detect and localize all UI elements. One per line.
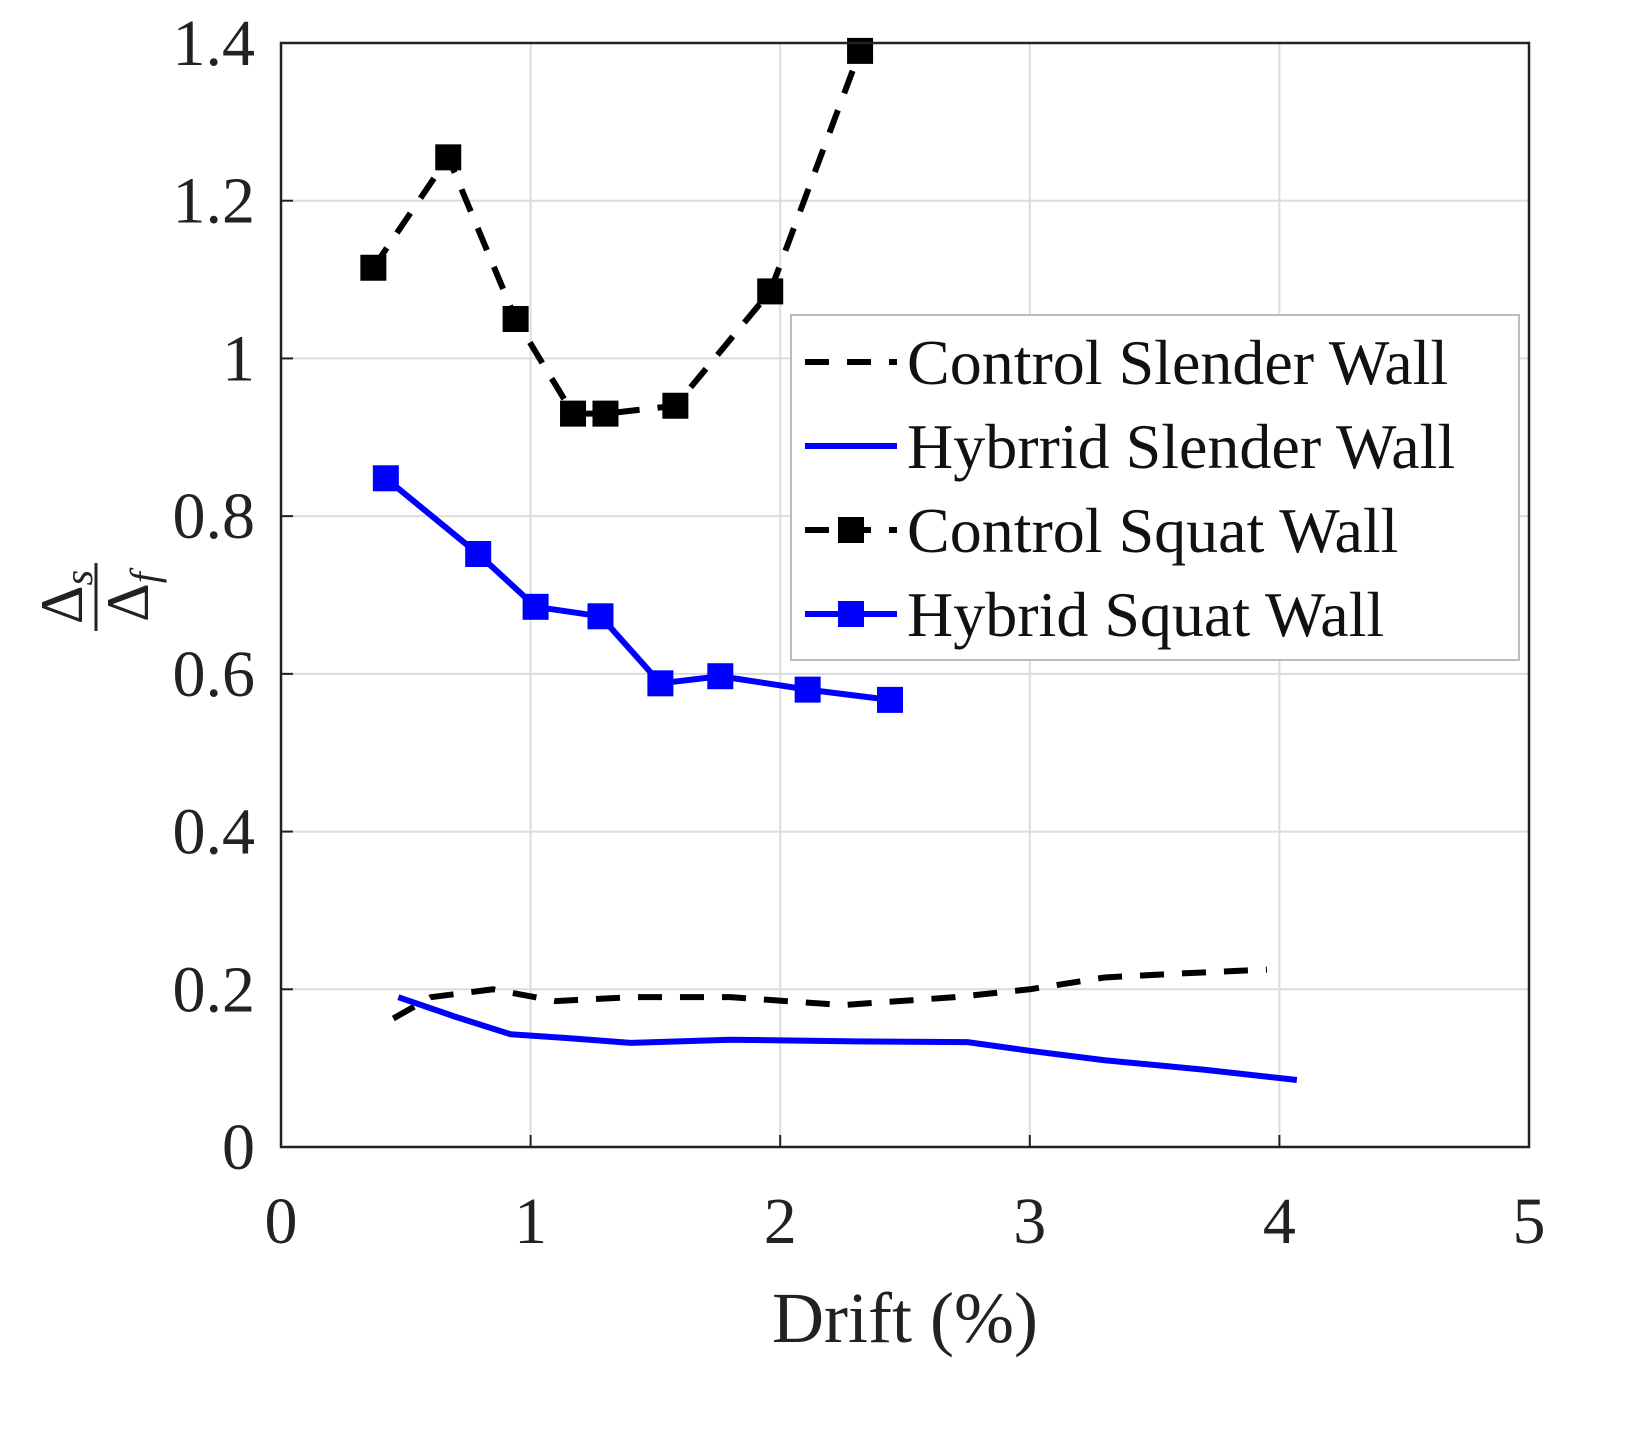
data-point-control-squat-wall [360,254,387,281]
y-tick-label: 1.2 [173,165,256,238]
data-point-hybrid-squat-wall [877,686,904,713]
data-point-hybrid-squat-wall [794,676,821,703]
data-point-hybrid-squat-wall [707,663,734,690]
x-tick-labels: 0 1 2 3 4 5 [265,1185,1546,1258]
data-point-hybrid-squat-wall [647,670,674,697]
data-point-control-squat-wall [502,306,529,332]
legend-label-hybrid-squat-wall: Hybrid Squat Wall [907,579,1384,650]
data-point-control-squat-wall [592,400,619,427]
legend-box [790,314,1520,661]
x-tick-label: 2 [764,1185,797,1258]
y-label-numerator-symbol: Δ [29,585,95,624]
y-axis-label: Δs Δf [29,563,167,631]
y-tick-label: 0.4 [173,796,256,869]
x-tick-label: 4 [1263,1185,1296,1258]
data-point-control-squat-wall [560,400,587,427]
series-line-control-squat-wall [370,49,863,417]
data-point-control-squat-wall [757,278,784,305]
x-tick-label: 1 [514,1185,547,1258]
y-tick-label: 1 [222,322,255,395]
y-tick-label: 0.6 [173,638,256,711]
data-point-hybrid-squat-wall [522,593,549,620]
y-label-numerator: Δs [29,570,101,624]
series-line-hybrrid-slender-wall [397,994,1298,1083]
y-tick-labels: 0 0.2 0.4 0.6 0.8 1 1.2 1.4 [173,7,256,1184]
legend: Control Slender Wall Hybrrid Slender Wall… [790,314,1520,661]
x-tick-label: 0 [265,1185,298,1258]
data-point-hybrid-squat-wall [465,540,492,567]
y-tick-label: 0.8 [173,480,256,553]
x-tick-label: 3 [1013,1185,1046,1258]
data-point-control-squat-wall [435,144,462,171]
y-tick-label: 0.2 [173,953,256,1026]
data-point-hybrid-squat-wall [587,603,614,630]
legend-label-control-squat-wall: Control Squat Wall [907,495,1398,566]
legend-label-hybrrid-slender-wall: Hybrrid Slender Wall [907,411,1455,482]
data-point-hybrid-squat-wall [372,465,399,492]
x-tick-label: 5 [1513,1185,1546,1258]
y-label-numerator-sub: s [56,570,101,586]
y-tick-label: 1.4 [173,7,256,80]
series-line-control-slender-wall [391,966,1268,1022]
legend-marker-hybrid-squat-wall [838,601,864,627]
legend-marker-control-squat-wall [838,517,864,543]
x-axis-label: Drift (%) [772,1278,1038,1358]
legend-label-control-slender-wall: Control Slender Wall [907,327,1448,398]
data-point-control-squat-wall [662,392,689,419]
series-layer [360,37,1298,1083]
plot-frame [279,41,1531,1149]
y-label-denominator: Δf [95,567,167,622]
y-tick-label: 0 [222,1111,255,1184]
y-label-denominator-symbol: Δ [95,583,161,622]
